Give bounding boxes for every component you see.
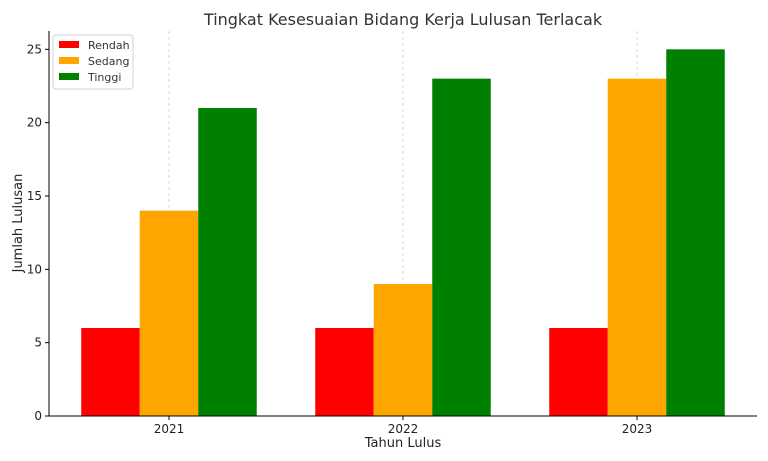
y-tick-label: 0 [34, 409, 42, 423]
legend-swatch-rendah [59, 41, 79, 48]
bar-sedang-2022 [373, 284, 433, 416]
y-tick-label: 5 [34, 336, 42, 350]
y-tick-label: 20 [27, 116, 42, 130]
bar-rendah-2022 [315, 328, 374, 416]
x-tick-label: 2023 [622, 422, 653, 436]
y-tick-label: 25 [27, 42, 42, 56]
x-tick-label: 2022 [388, 422, 419, 436]
chart-title: Tingkat Kesesuaian Bidang Kerja Lulusan … [203, 10, 603, 29]
legend-swatch-sedang [59, 57, 79, 64]
x-tick-label: 2021 [154, 422, 185, 436]
x-ticks: 2021 2022 2023 [154, 416, 653, 436]
bar-rendah-2021 [81, 328, 140, 416]
bar-sedang-2021 [139, 210, 199, 416]
y-axis-label: Jumlah Lulusan [11, 174, 26, 274]
x-axis-label: Tahun Lulus [364, 436, 442, 451]
y-tick-label: 15 [27, 189, 42, 203]
bars-group [81, 49, 725, 417]
legend-swatch-tinggi [59, 73, 79, 80]
bar-rendah-2023 [549, 328, 608, 416]
y-tick-label: 10 [27, 262, 42, 276]
legend-label-sedang: Sedang [88, 55, 129, 68]
legend: Rendah Sedang Tinggi [52, 34, 134, 90]
legend-label-rendah: Rendah [88, 39, 130, 52]
legend-label-tinggi: Tinggi [87, 71, 121, 84]
bar-tinggi-2021 [198, 108, 257, 416]
y-ticks: 0 5 10 15 20 25 [27, 42, 49, 423]
bar-tinggi-2022 [432, 78, 491, 417]
bar-tinggi-2023 [666, 49, 725, 416]
bar-sedang-2023 [607, 78, 667, 417]
